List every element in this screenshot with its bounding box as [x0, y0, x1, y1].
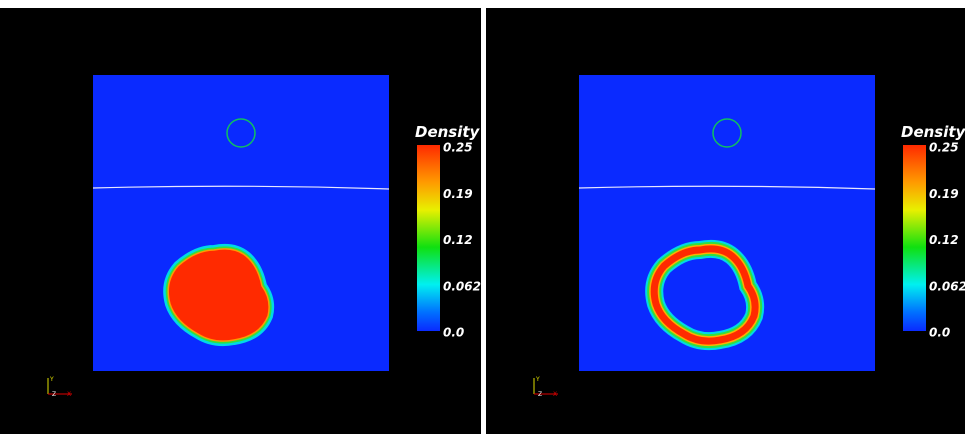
- axis-z-label: Z: [52, 391, 56, 398]
- interface-line: [578, 185, 876, 190]
- axis-z-label: Z: [538, 391, 542, 398]
- small-bubble: [226, 118, 256, 148]
- colorbar-tick-label: 0.062: [929, 279, 965, 293]
- colorbar-tick-label: 0.19: [443, 187, 473, 201]
- axis-x-label: X: [67, 391, 71, 398]
- colorbar-tick-label: 0.12: [929, 233, 959, 247]
- colorbar-tick-label: 0.25: [443, 141, 473, 155]
- colorbar: [903, 145, 926, 331]
- colorbar-tick-label: 0.0: [929, 326, 950, 340]
- colorbar-tick-label: 0.0: [443, 326, 464, 340]
- colorbar: [417, 145, 440, 331]
- axis-x-label: X: [553, 391, 557, 398]
- colorbar-tick-label: 0.12: [443, 233, 473, 247]
- domain: [579, 75, 875, 371]
- interface-line: [92, 185, 390, 190]
- axis-y-label: Y: [535, 376, 540, 383]
- colorbar-tick-label: 0.25: [929, 141, 959, 155]
- colorbar-title: Density: [901, 123, 965, 141]
- colorbar-tick-label: 0.062: [443, 279, 481, 293]
- colorbar-tick-label: 0.19: [929, 187, 959, 201]
- axis-y-label: Y: [49, 376, 54, 383]
- small-bubble: [712, 118, 742, 148]
- colorbar-title: Density: [415, 123, 481, 141]
